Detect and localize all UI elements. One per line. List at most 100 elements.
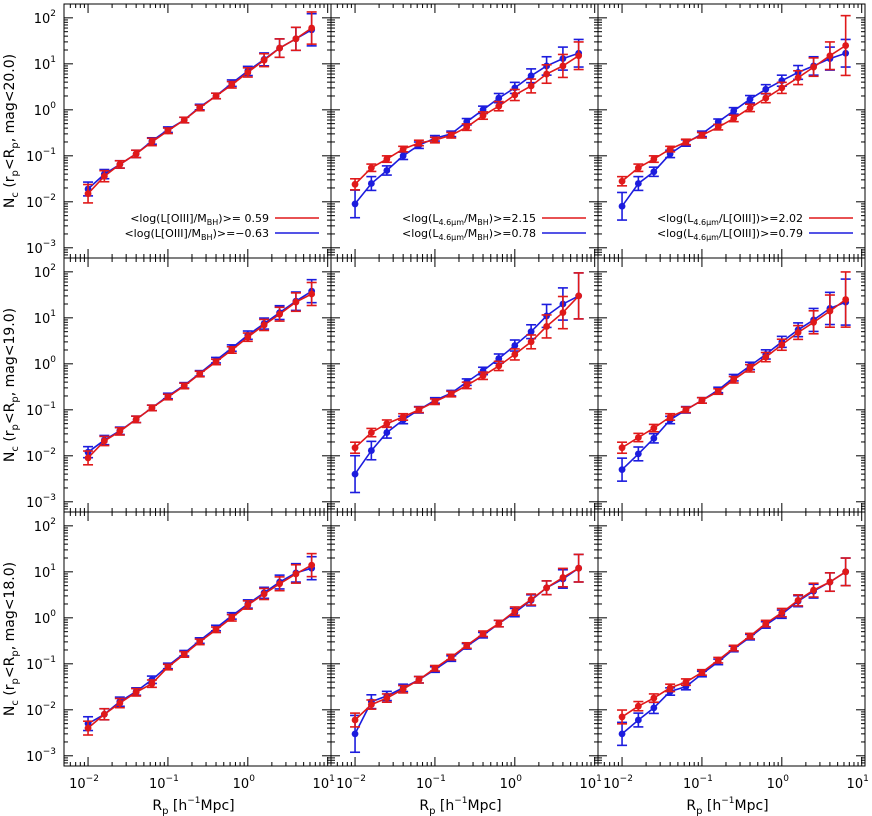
data-point-red xyxy=(447,390,455,398)
data-point-red xyxy=(180,116,188,124)
data-point-red xyxy=(463,381,471,389)
data-point-red xyxy=(698,131,706,139)
data-point-red xyxy=(826,578,834,586)
data-point-red xyxy=(810,586,817,594)
data-point-blue xyxy=(730,107,738,115)
x-tick-label: 100 xyxy=(500,774,523,792)
data-point-red xyxy=(292,298,300,306)
data-point-blue xyxy=(650,168,658,176)
data-point-red xyxy=(842,568,850,576)
data-point-red xyxy=(308,290,316,298)
data-point-red xyxy=(682,678,690,686)
legend-label-blue: <log(L[OIII]/MBH)>=−0.63 xyxy=(124,227,269,242)
data-point-blue xyxy=(351,470,359,478)
data-point-red xyxy=(575,564,583,572)
data-point-red xyxy=(559,309,567,316)
panel-r2-c2: 10−2 10−1 100 101 Rp [h−1Mpc] xyxy=(597,511,869,816)
y-axis-label: Nc (rp<Rp, mag<19.0) xyxy=(2,308,21,462)
data-point-red xyxy=(650,424,658,432)
data-point-red xyxy=(148,404,156,412)
data-point-red xyxy=(164,127,172,135)
data-point-blue xyxy=(634,450,642,458)
data-point-red xyxy=(714,388,722,395)
data-point-red xyxy=(650,155,658,163)
data-point-red xyxy=(810,318,817,326)
data-point-red xyxy=(559,62,567,70)
y-tick-label: 101 xyxy=(34,309,56,327)
data-point-red xyxy=(196,370,204,378)
legend-label-red: <log(L4.6μm/L[OIII])>=2.02 xyxy=(657,212,803,227)
x-tick-label: 10−1 xyxy=(416,774,446,792)
data-point-red xyxy=(164,663,172,671)
data-point-red xyxy=(132,150,140,158)
data-point-red xyxy=(276,44,283,52)
data-point-red xyxy=(100,710,108,718)
data-point-red xyxy=(116,161,124,168)
panel-r2-c1: 10−2 10−1 100 101 Rp [h−1Mpc] xyxy=(330,511,602,816)
data-point-blue xyxy=(714,118,722,126)
data-point-red xyxy=(698,669,706,676)
data-point-red xyxy=(714,656,722,664)
y-tick-label: 101 xyxy=(34,55,56,73)
x-axis-label: Rp [h−1Mpc] xyxy=(419,796,501,816)
data-point-red xyxy=(212,626,220,634)
data-point-red xyxy=(666,413,674,421)
data-point-blue xyxy=(351,730,359,738)
data-point-red xyxy=(244,333,252,341)
data-point-blue xyxy=(762,85,770,93)
data-point-red xyxy=(746,632,754,640)
data-point-red xyxy=(132,688,140,696)
x-tick-label: 100 xyxy=(767,774,790,792)
data-point-red xyxy=(794,329,802,336)
data-point-red xyxy=(116,699,124,707)
data-point-red xyxy=(730,376,738,384)
data-point-red xyxy=(511,91,519,99)
data-point-red xyxy=(618,177,626,185)
data-point-red xyxy=(180,651,188,658)
data-point-blue xyxy=(367,180,375,187)
data-point-red xyxy=(527,596,535,603)
y-tick-label: 100 xyxy=(34,101,57,119)
y-tick-label: 10−3 xyxy=(26,239,56,257)
data-point-red xyxy=(308,24,316,32)
data-point-red xyxy=(495,362,503,370)
data-point-blue xyxy=(618,202,626,210)
legend-label-red: <log(L[OIII]/MBH)>= 0.59 xyxy=(130,212,269,227)
data-point-red xyxy=(196,104,204,112)
y-tick-label: 10−1 xyxy=(26,655,56,673)
data-point-red xyxy=(260,56,268,64)
data-point-red xyxy=(495,102,503,110)
data-point-red xyxy=(543,584,550,592)
data-point-red xyxy=(447,131,455,139)
series-line-blue xyxy=(354,567,580,735)
y-tick-label: 102 xyxy=(34,517,56,535)
data-point-red xyxy=(778,84,786,92)
data-point-red xyxy=(260,590,268,598)
data-point-red xyxy=(495,620,503,627)
data-point-red xyxy=(431,664,439,672)
data-point-red xyxy=(511,607,519,615)
data-point-red xyxy=(682,138,690,146)
legend-label-red: <log(L4.6μm/MBH)>=2.15 xyxy=(402,212,536,227)
y-tick-label: 10−3 xyxy=(26,493,56,511)
x-tick-label: 10−1 xyxy=(149,774,179,792)
data-point-red xyxy=(634,164,642,172)
data-point-red xyxy=(634,702,642,710)
data-point-red xyxy=(367,701,375,708)
data-point-red xyxy=(714,123,722,131)
panel-r0-c1: <log(L4.6μm/MBH)>=2.15<log(L4.6μm/MBH)>=… xyxy=(330,3,599,259)
data-point-red xyxy=(399,685,407,693)
data-point-red xyxy=(415,406,423,414)
x-tick-label: 101 xyxy=(847,774,869,792)
x-tick-label: 101 xyxy=(313,774,335,792)
data-point-red xyxy=(762,620,770,627)
data-point-blue xyxy=(351,200,359,208)
x-axis-label: Rp [h−1Mpc] xyxy=(152,796,234,816)
data-point-red xyxy=(180,382,188,390)
series-line-blue xyxy=(621,301,846,471)
data-point-red xyxy=(308,561,316,569)
data-point-blue xyxy=(399,152,407,160)
data-point-red xyxy=(650,694,658,702)
data-point-red xyxy=(292,35,300,43)
